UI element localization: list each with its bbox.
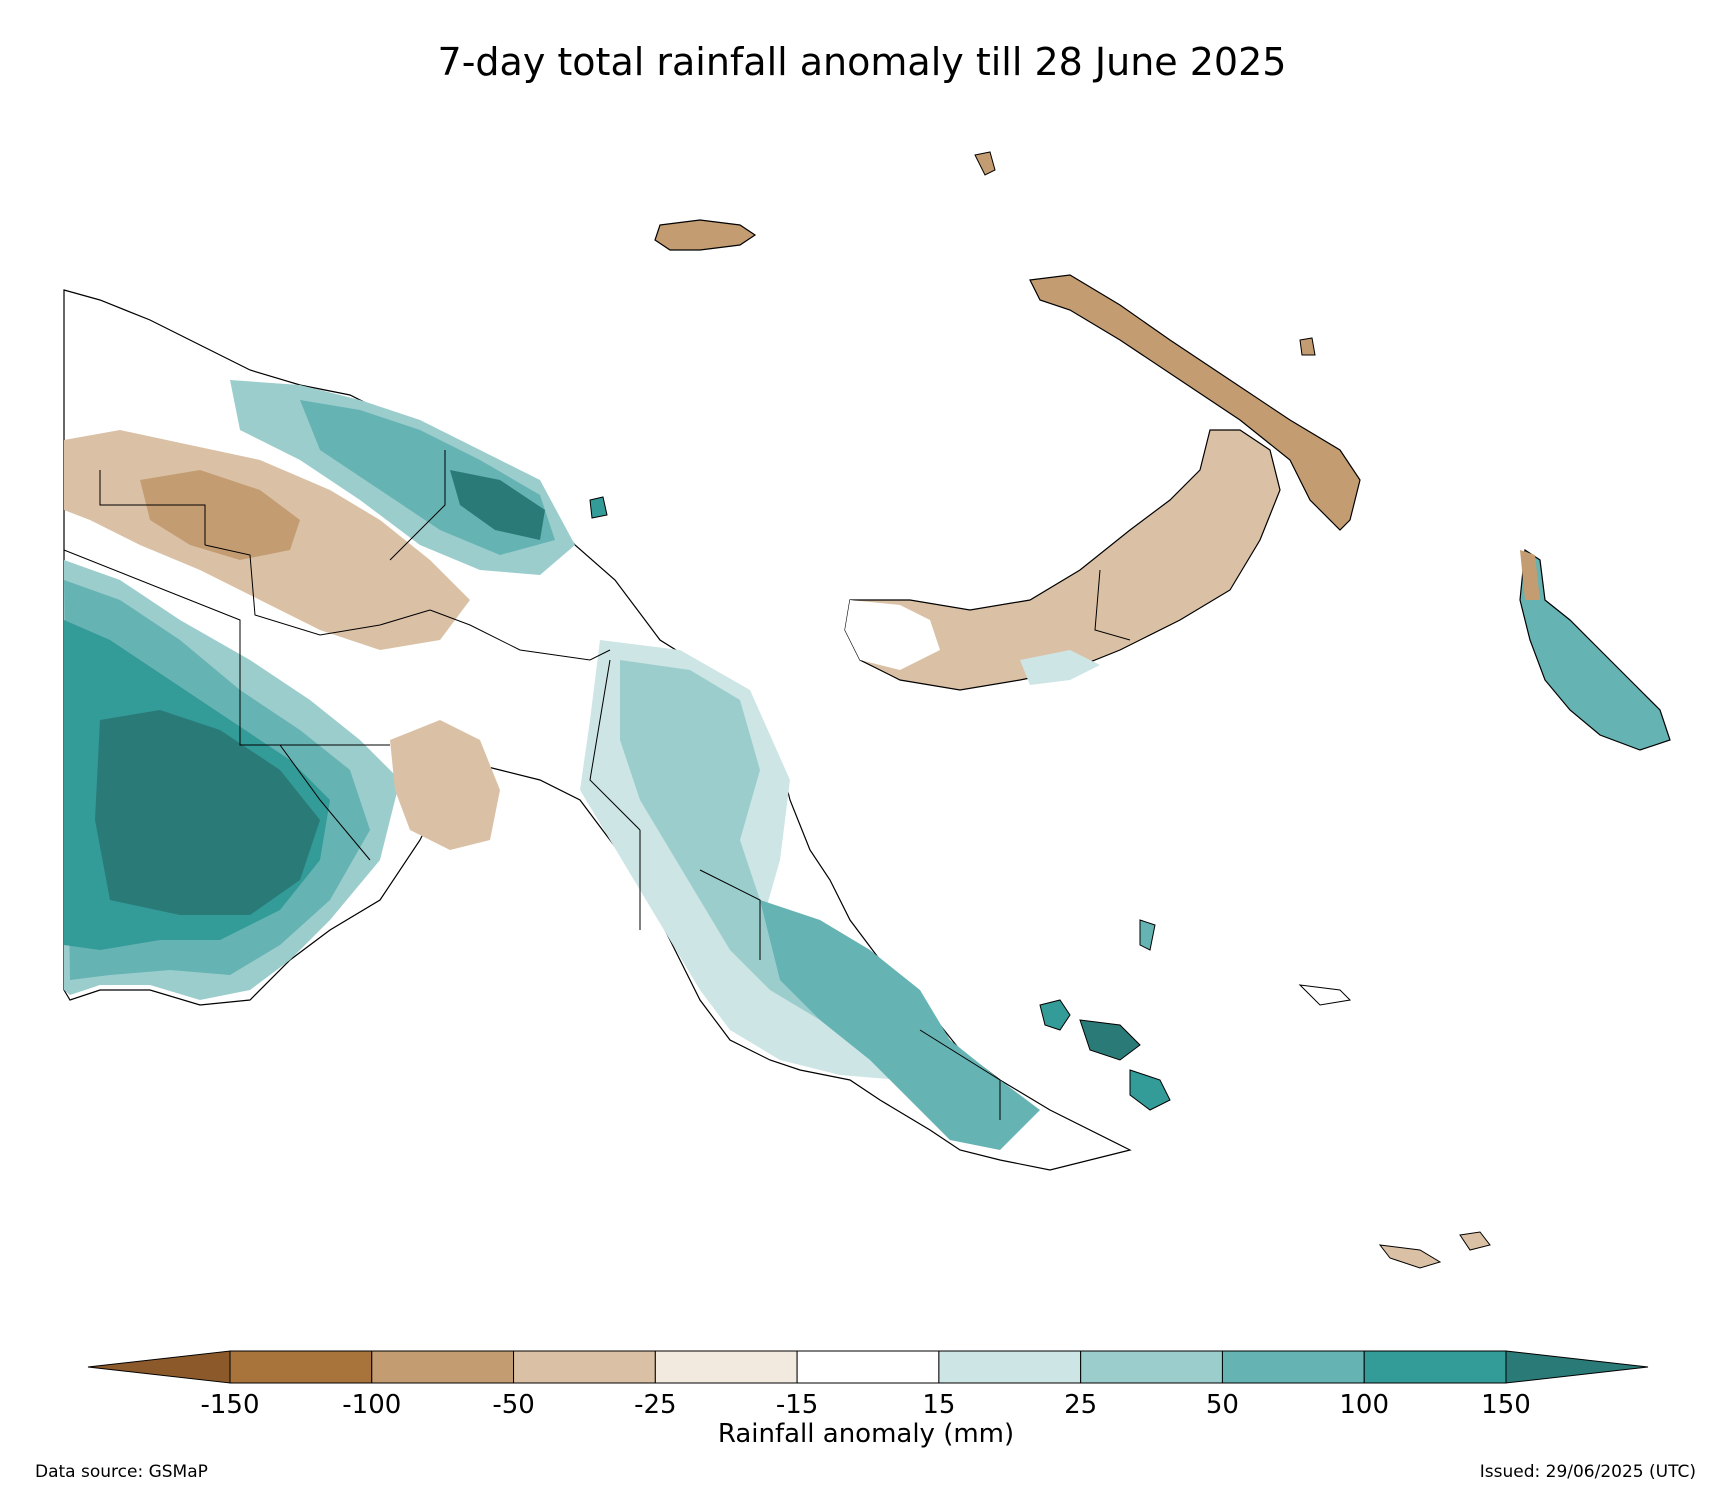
colorbar-tick-label: 15 [922,1390,955,1420]
colorbar-extend-low [87,1350,231,1384]
tagula-island [1378,1244,1442,1269]
anomaly-central-50 [620,660,930,1040]
woodlark-island [1298,984,1352,1006]
bougainville-outline [1519,548,1671,751]
anomaly-north-coast-150 [450,470,545,540]
boundary-line [204,544,431,636]
rainfall-anomaly-map [63,151,1671,1269]
lihir-island [1299,337,1316,356]
manus-outline [654,219,757,251]
colorbar-bins [87,1350,1649,1384]
new-britain-island [844,429,1281,691]
fergusson-island [1079,1019,1141,1061]
anomaly-central-100 [760,900,1040,1150]
boundary-line [279,744,371,861]
mainland-new-guinea [63,289,1132,1171]
anomaly-south-highlands-neg [390,720,500,850]
map-title: 7-day total rainfall anomaly till 28 Jun… [437,40,1287,84]
colorbar-bin [1080,1350,1223,1384]
boundary-line [99,470,206,545]
colorbar-tick-label: -150 [200,1390,259,1420]
colorbar-bin [938,1350,1082,1384]
issued-date-text: Issued: 29/06/2025 (UTC) [1479,1462,1696,1482]
new-britain-neutral-west [845,600,940,670]
new-ireland-outline [1029,274,1361,531]
mussau-island [974,151,996,176]
colorbar-bin [654,1350,798,1384]
colorbar-bin [229,1350,373,1384]
colorbar-bin [796,1350,940,1384]
colorbar-tick-label: 50 [1206,1390,1239,1420]
boundary-line [699,869,761,960]
colorbar-bin [1221,1350,1365,1384]
rossel-island [1459,1231,1491,1251]
karkar-island [589,496,608,519]
new-ireland-island [1029,274,1361,531]
colorbar-tick-label: -25 [634,1390,676,1420]
bougainville-island [1519,548,1671,751]
colorbar-extend-high [1505,1350,1649,1384]
trobriand-island [1139,919,1156,951]
colorbar-tick-label: 150 [1481,1390,1531,1420]
data-source-text: Data source: GSMaP [35,1462,208,1482]
colorbar-tick-label: -15 [776,1390,818,1420]
louisiade-islands [1298,984,1491,1269]
goodenough-island [1039,999,1071,1031]
colorbar-tick-label: -50 [492,1390,534,1420]
colorbar-bin [371,1350,515,1384]
dentrecasteaux-islands [1039,919,1171,1111]
boundary-line [1094,569,1131,641]
normanby-island [1129,1069,1171,1111]
anomaly-highlands-50 [140,470,300,560]
colorbar-ticks: -150 -100 -50 -25 -15 15 25 50 100 150 [200,1390,1530,1420]
colorbar-bin [513,1350,656,1384]
new-britain-outline [844,429,1281,691]
province-boundaries [63,450,1131,1120]
small-islands [589,151,1316,519]
colorbar-tick-label: -100 [342,1390,401,1420]
colorbar-tick-label: 100 [1339,1390,1389,1420]
boundary-line [919,1029,1001,1120]
anomaly-west-lowlands-150 [95,710,320,915]
colorbar-label: Rainfall anomaly (mm) [718,1419,1014,1449]
colorbar-tick-label: 25 [1064,1390,1097,1420]
boundary-line [389,450,446,561]
boundary-line [589,659,641,831]
colorbar-bin [1363,1350,1507,1384]
bougainville-north-neg [1520,550,1540,600]
new-britain-positive-south [1020,650,1100,685]
boundary-line [63,549,390,746]
boundary-line [429,609,611,661]
manus-island [654,219,757,251]
